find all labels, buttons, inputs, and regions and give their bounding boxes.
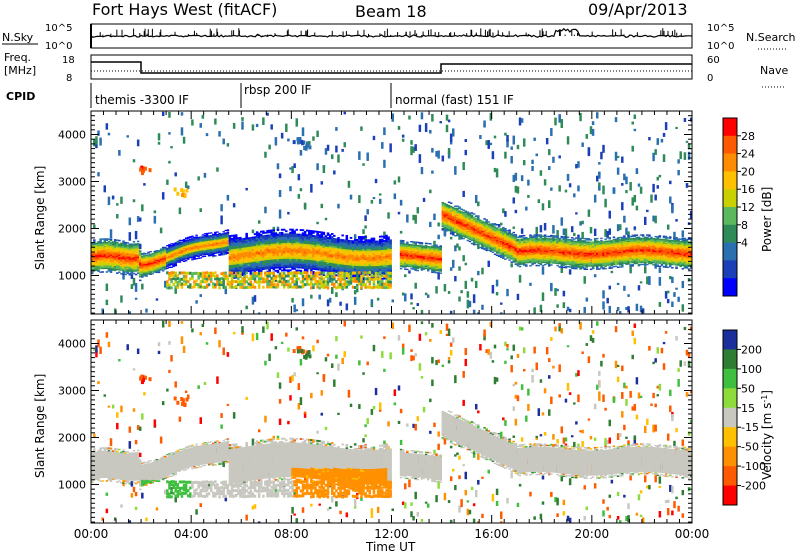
- colorbar-swatch: [723, 189, 737, 208]
- colorbar-swatch: [723, 349, 737, 370]
- colorbar-swatch: [723, 207, 737, 226]
- nave-label: Nave: [760, 64, 788, 77]
- colorbar-swatch: [723, 407, 737, 428]
- colorbar-swatch: [723, 446, 737, 467]
- y-tick-label: 2000: [58, 222, 86, 235]
- colorbar-swatch: [723, 135, 737, 154]
- x-tick-label: 00:00: [675, 527, 710, 541]
- colorbar-tick-label: 12: [741, 201, 755, 214]
- power-heatmap: [91, 111, 692, 314]
- y-tick-label: 2000: [58, 431, 86, 444]
- beam-title: Beam 18: [355, 2, 427, 21]
- y-tick-label: 1000: [58, 269, 86, 282]
- y-tick-label: 4000: [58, 128, 86, 141]
- cpid-segment-rbsp: rbsp 200 IF: [244, 83, 311, 97]
- colorbar-swatch: [723, 485, 737, 506]
- velocity-colorbar: 200 100 50 15 -15 -50 -100 -200: [722, 329, 766, 506]
- colorbar-swatch: [723, 153, 737, 172]
- power-colorbar: 28 24 20 16 12 8 4: [722, 117, 755, 297]
- freq-right-tick-top: 60: [707, 55, 720, 66]
- colorbar-tick-label: -15: [741, 421, 759, 434]
- x-tick-label: 16:00: [474, 527, 509, 541]
- freq-label-line1: Freq.: [4, 51, 31, 64]
- colorbar-swatch: [723, 278, 737, 297]
- colorbar-tick-label: 24: [741, 148, 755, 161]
- colorbar-swatch: [723, 466, 737, 486]
- freq-panel-frame: [90, 54, 693, 80]
- x-tick-label: 12:00: [374, 527, 409, 541]
- y-tick-label: 4000: [58, 337, 86, 350]
- date-title: 09/Apr/2013: [588, 0, 688, 19]
- noise-left-tick-top: 10^5: [45, 23, 72, 34]
- y-tick-label: 3000: [58, 384, 86, 397]
- power-colorbar-label: Power [dB]: [760, 187, 774, 252]
- colorbar-tick-label: 4: [741, 237, 748, 250]
- y-tick-label: 1000: [58, 478, 86, 491]
- noise-right-tick-top: 10^5: [707, 23, 734, 34]
- colorbar-tick-label: -50: [741, 441, 759, 454]
- colorbar-swatch: [723, 388, 737, 409]
- x-tick-label: 08:00: [274, 527, 309, 541]
- colorbar-swatch: [723, 330, 737, 350]
- x-tick-label: 04:00: [174, 527, 209, 541]
- velocity-colorbar-label: Velocity [m s-1]: [760, 390, 774, 480]
- noise-sky-series: [90, 24, 693, 48]
- colorbar-swatch: [723, 118, 737, 137]
- x-tick-label: 20:00: [575, 527, 610, 541]
- velocity-y-label: Slant Range [km]: [33, 374, 47, 478]
- colorbar-swatch: [723, 427, 737, 447]
- noise-right-tick-bottom: 10^0: [707, 41, 734, 52]
- noise-search-label: N.Search: [746, 31, 796, 44]
- velocity-axes: 1000 2000 3000 4000: [58, 319, 693, 523]
- x-tick-label: 00:00: [74, 527, 109, 541]
- colorbar-swatch: [723, 171, 737, 190]
- noise-sky-label: N.Sky: [2, 31, 34, 44]
- colorbar-swatch: [723, 368, 737, 389]
- freq-series: [91, 61, 692, 74]
- freq-left-tick-bottom: 8: [66, 73, 72, 84]
- colorbar-tick-label: 28: [741, 130, 755, 143]
- colorbar-swatch: [723, 242, 737, 261]
- freq-label-line2: [MHz]: [4, 64, 36, 77]
- power-axes: 1000 2000 3000 4000: [58, 110, 693, 314]
- freq-right-tick-bottom: 0: [707, 73, 713, 84]
- colorbar-tick-label: 50: [741, 382, 755, 395]
- velocity-heatmap: [91, 320, 692, 523]
- power-y-label: Slant Range [km]: [33, 166, 47, 270]
- freq-left-tick-top: 18: [62, 55, 75, 66]
- colorbar-tick-label: -200: [741, 480, 766, 493]
- colorbar-tick-label: 16: [741, 183, 755, 196]
- colorbar-tick-label: -100: [741, 460, 766, 473]
- colorbar-tick-label: 8: [741, 219, 748, 232]
- noise-left-tick-bottom: 10^0: [45, 41, 72, 52]
- colorbar-tick-label: 200: [741, 343, 762, 356]
- cpid-segment-themis: themis -3300 IF: [95, 93, 189, 107]
- colorbar-tick-label: 15: [741, 402, 755, 415]
- station-title: Fort Hays West (fitACF): [92, 0, 277, 19]
- colorbar-tick-label: 20: [741, 165, 755, 178]
- colorbar-swatch: [723, 224, 737, 243]
- x-axis-label: Time UT: [365, 540, 416, 554]
- cpid-label: CPID: [6, 90, 35, 103]
- colorbar-swatch: [723, 260, 737, 279]
- cpid-segment-normal: normal (fast) 151 IF: [395, 93, 514, 107]
- x-axis-ticks: 00:00 04:00 08:00 12:00 16:00 20:00 00:00: [74, 527, 710, 541]
- colorbar-tick-label: 100: [741, 363, 762, 376]
- y-tick-label: 3000: [58, 175, 86, 188]
